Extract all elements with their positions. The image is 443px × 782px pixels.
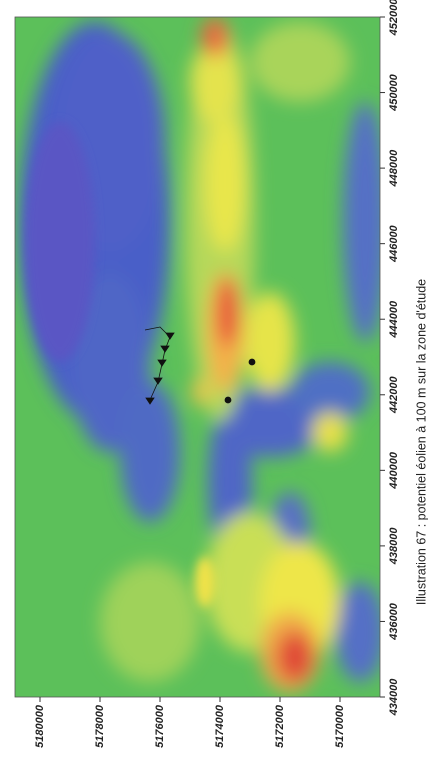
y-tick-label: 5170000 (334, 704, 346, 748)
x-tick-label: 442000 (388, 376, 400, 415)
y-tick-label: 5180000 (34, 704, 46, 748)
y-tick-label: 5174000 (214, 704, 226, 748)
y-tick-label: 5176000 (154, 704, 166, 748)
map-figure: 434000 436000 438000 440000 442000 444000 4460… (0, 0, 443, 782)
x-tick-label: 448000 (388, 149, 400, 188)
x-tick-label: 438000 (388, 527, 400, 566)
wind-map (15, 17, 387, 697)
y-tick-label: 5178000 (94, 704, 106, 748)
caption: Illustration 67 : potentiel éolien à 100… (414, 279, 428, 605)
x-tick-label: 446000 (388, 224, 400, 263)
x-tick-label: 436000 (388, 602, 400, 641)
x-tick-label: 452000 (388, 0, 400, 36)
x-tick-label: 450000 (388, 73, 400, 112)
x-tick-label: 440000 (388, 451, 400, 490)
x-tick-label: 444000 (388, 300, 400, 339)
y-tick-label: 5172000 (274, 704, 286, 748)
rotated-frame: 434000 436000 438000 440000 442000 444000 4460… (15, 0, 428, 748)
page: {"caption": "Illustration 67 : potentiel… (0, 0, 443, 782)
x-tick-label: 434000 (388, 678, 400, 717)
